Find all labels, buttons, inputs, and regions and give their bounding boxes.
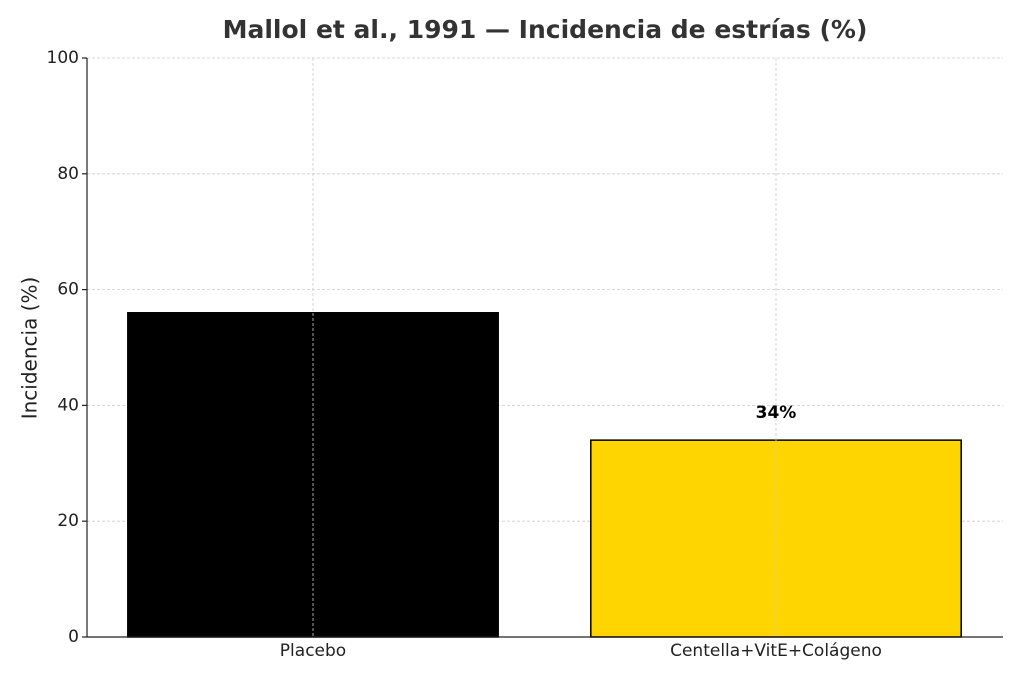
y-tick-label: 60 (57, 280, 79, 300)
y-tick-label: 40 (57, 395, 79, 415)
y-tick-label: 100 (47, 48, 79, 68)
value-label: 34% (756, 403, 797, 423)
y-tick-label: 80 (57, 164, 79, 184)
y-tick-label: 20 (57, 511, 79, 531)
y-tick-label: 0 (68, 627, 79, 647)
x-tick-label: Centella+VitE+Colágeno (670, 641, 882, 661)
chart-title: Mallol et al., 1991 — Incidencia de estr… (223, 15, 868, 44)
y-axis-label: Incidencia (%) (18, 277, 42, 420)
x-tick-label: Placebo (280, 641, 346, 661)
